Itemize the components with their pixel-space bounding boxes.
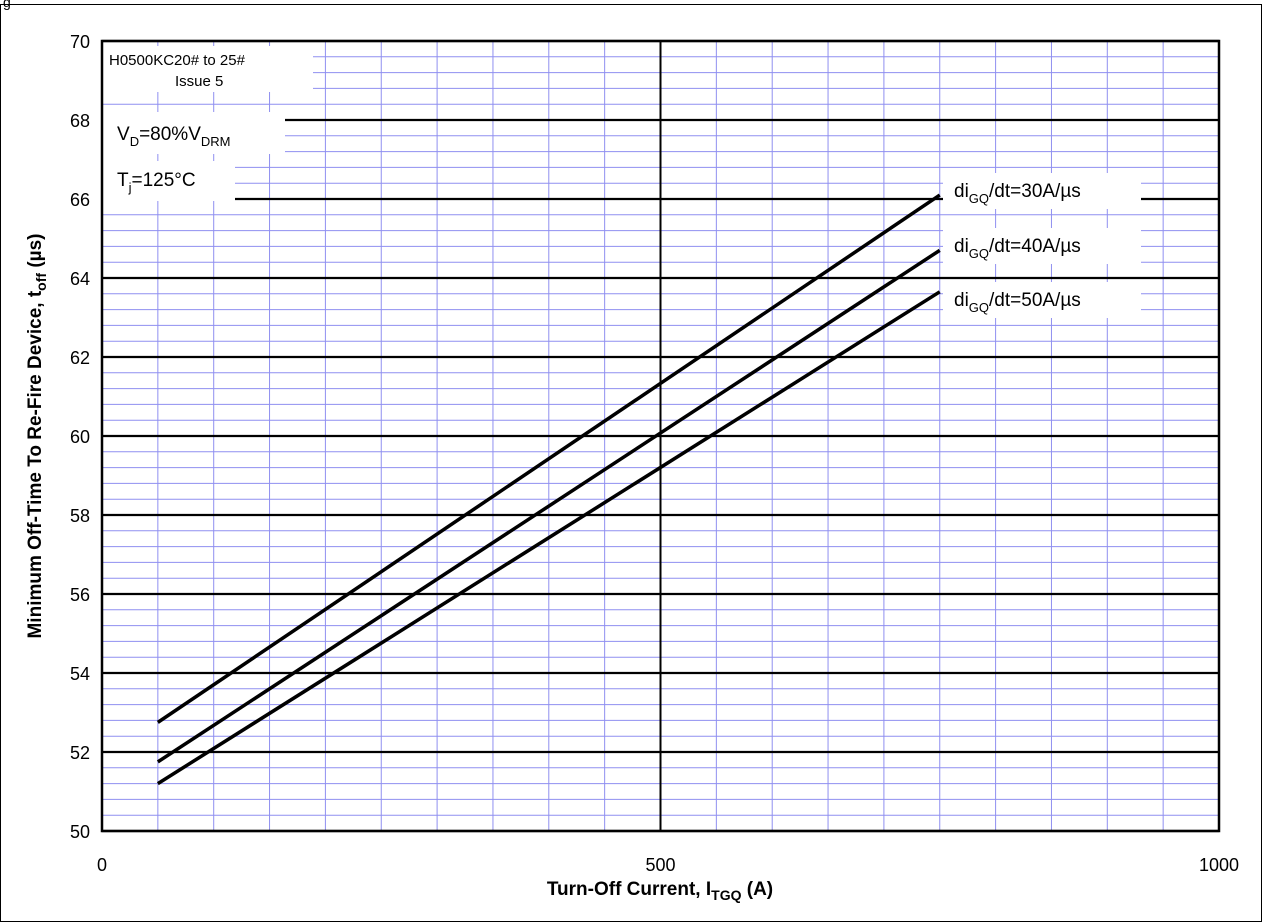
issue-label: Issue 5 <box>175 73 223 90</box>
vd-condition-box: VD=80%VDRM <box>103 112 285 154</box>
curve-group <box>156 193 941 786</box>
y-tick-label: 58 <box>70 506 90 526</box>
x-axis-tick-labels: 0 500 1000 <box>97 855 1239 875</box>
y-axis-tick-labels: 50 52 54 56 58 60 62 64 66 68 70 <box>70 32 90 842</box>
figure-label: g <box>3 0 11 10</box>
plot-border <box>100 39 1221 833</box>
series-line-1 <box>156 193 941 724</box>
y-tick-label: 70 <box>70 32 90 52</box>
series-line-3 <box>156 290 941 786</box>
x-tick-label: 500 <box>645 855 675 875</box>
y-tick-label: 68 <box>70 111 90 131</box>
y-tick-label: 50 <box>70 822 90 842</box>
vd-condition-label: VD=80%VDRM <box>117 124 230 149</box>
y-tick-label: 52 <box>70 743 90 763</box>
y-tick-label: 62 <box>70 348 90 368</box>
x-tick-label: 1000 <box>1199 855 1239 875</box>
tj-condition-label: Tj=125°C <box>117 170 196 195</box>
x-tick-label: 0 <box>97 855 107 875</box>
device-info-box: H0500KC20# to 25# Issue 5 <box>103 46 313 92</box>
svg-text:diGQ/dt=40A/µs: diGQ/dt=40A/µs <box>954 236 1081 261</box>
series-labels: diGQ/dt=30A/µs diGQ/dt=40A/µs diGQ/dt=50… <box>943 173 1141 318</box>
series-label-30: diGQ/dt=30A/µs <box>943 173 1141 209</box>
svg-text:diGQ/dt=30A/µs: diGQ/dt=30A/µs <box>954 181 1081 206</box>
y-axis-label: Minimum Off-Time To Re-Fire Device, toff… <box>25 233 49 638</box>
x-axis-label: Turn-Off Current, ITGQ (A) <box>547 879 773 903</box>
y-tick-label: 60 <box>70 427 90 447</box>
y-tick-label: 66 <box>70 190 90 210</box>
y-tick-label: 56 <box>70 585 90 605</box>
y-tick-label: 64 <box>70 269 90 289</box>
series-label-50: diGQ/dt=50A/µs <box>943 282 1141 318</box>
series-line-2 <box>156 248 941 764</box>
y-tick-label: 54 <box>70 664 90 684</box>
tj-condition-box: Tj=125°C <box>103 161 235 201</box>
series-label-40: diGQ/dt=40A/µs <box>943 228 1141 264</box>
device-id-label: H0500KC20# to 25# <box>109 52 246 69</box>
svg-text:diGQ/dt=50A/µs: diGQ/dt=50A/µs <box>954 290 1081 315</box>
